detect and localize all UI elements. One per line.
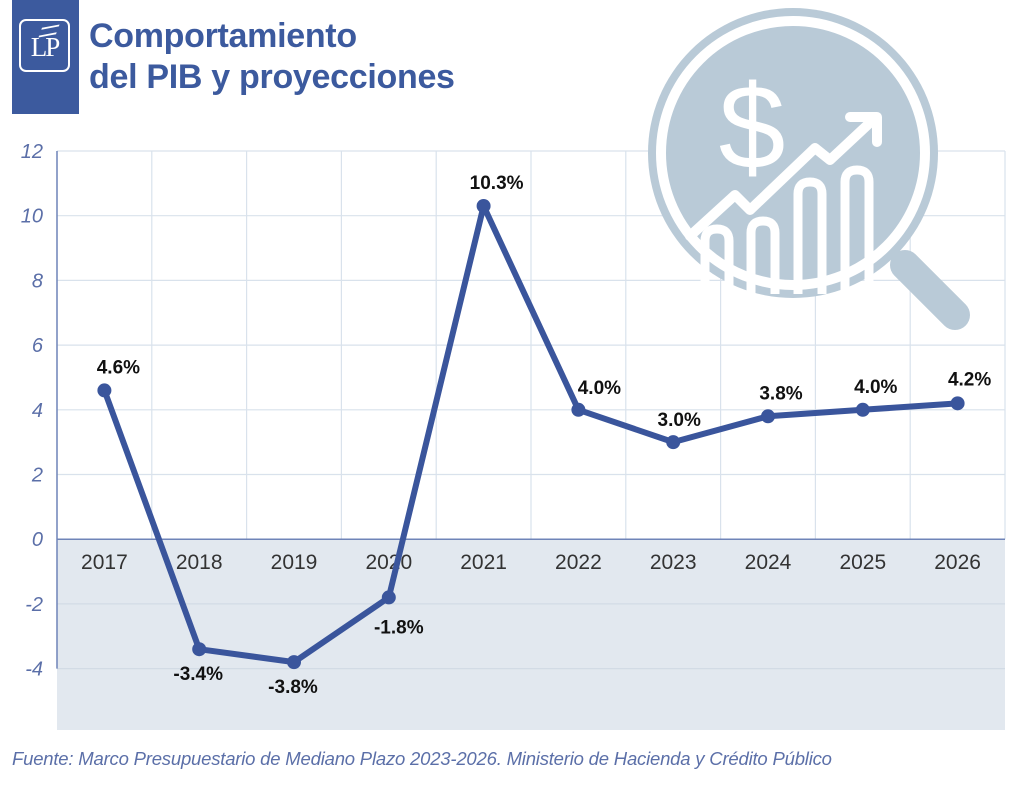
x-tick-label: 2022 bbox=[555, 551, 602, 574]
y-tick-label: -4 bbox=[25, 659, 43, 681]
negative-band bbox=[57, 539, 1005, 730]
dollar-icon: $ bbox=[719, 60, 786, 194]
data-point bbox=[381, 590, 396, 605]
y-tick-label: -2 bbox=[25, 594, 43, 616]
logo-frame: LP bbox=[19, 19, 70, 72]
trend-arrow bbox=[685, 113, 880, 241]
data-point bbox=[476, 198, 491, 213]
x-tick-label: 2019 bbox=[271, 551, 318, 574]
y-tick-label: 4 bbox=[32, 400, 43, 422]
bar-glyph bbox=[840, 165, 874, 294]
x-tick-label: 2026 bbox=[934, 551, 981, 574]
data-label: 3.0% bbox=[658, 410, 701, 431]
brand-logo: LP bbox=[12, 0, 79, 114]
x-tick-label: 2017 bbox=[81, 551, 128, 574]
data-label: 4.2% bbox=[948, 369, 991, 390]
data-point bbox=[192, 642, 207, 657]
magnifier-lens-ring bbox=[656, 16, 930, 290]
title-line-2: del PIB y proyecciones bbox=[89, 58, 455, 96]
horizontal-gridlines bbox=[57, 150, 1005, 670]
x-tick-label: 2025 bbox=[839, 551, 886, 574]
bar-glyph bbox=[700, 224, 734, 294]
series-pib bbox=[97, 198, 965, 670]
data-point bbox=[287, 655, 301, 670]
data-point bbox=[97, 383, 112, 398]
logo-text: LP bbox=[30, 32, 61, 62]
bar-glyph bbox=[746, 216, 780, 294]
series-line bbox=[101, 202, 961, 666]
data-point bbox=[950, 396, 965, 411]
y-tick-label: 12 bbox=[21, 141, 43, 163]
x-tick-label: 2018 bbox=[176, 551, 223, 574]
data-label: 4.0% bbox=[854, 377, 897, 398]
x-tick-label: 2020 bbox=[365, 551, 412, 574]
axes bbox=[56, 151, 1005, 669]
bar-glyph bbox=[793, 177, 827, 294]
y-tick-label: 10 bbox=[21, 206, 43, 228]
data-label: -1.8% bbox=[374, 617, 424, 638]
data-label: 10.3% bbox=[470, 173, 524, 194]
y-tick-label: 0 bbox=[32, 529, 43, 551]
data-point bbox=[571, 402, 586, 417]
data-point bbox=[761, 409, 775, 424]
chart-title: Comportamiento del PIB y proyecciones bbox=[89, 16, 455, 98]
x-tick-label: 2024 bbox=[745, 551, 792, 574]
y-tick-label: 6 bbox=[32, 335, 44, 357]
data-labels: 4.6% -3.4% -3.8% -1.8% 10.3% 4.0% 3.0% 3.8% 4.0%… bbox=[97, 173, 992, 698]
y-tick-label: 8 bbox=[32, 270, 43, 292]
magnifier-rim bbox=[648, 8, 938, 298]
data-label: 3.8% bbox=[759, 383, 802, 404]
x-tick-label: 2023 bbox=[650, 551, 697, 574]
data-label: -3.4% bbox=[173, 664, 223, 685]
y-tick-labels: 12 10 8 6 4 2 0 -2 -4 bbox=[21, 141, 44, 681]
data-label: 4.0% bbox=[578, 378, 621, 399]
magnifier-dollar-growth-icon: $ bbox=[648, 8, 970, 330]
data-label: -3.8% bbox=[268, 677, 318, 698]
magnifier-handle bbox=[890, 250, 970, 330]
x-tick-label: 2021 bbox=[460, 551, 507, 574]
data-point bbox=[855, 402, 870, 417]
title-line-1: Comportamiento bbox=[89, 17, 357, 55]
data-point bbox=[666, 435, 681, 450]
trend-arrowhead bbox=[845, 112, 882, 147]
y-tick-label: 2 bbox=[31, 465, 43, 487]
data-label: 4.6% bbox=[97, 357, 140, 378]
source-note: Fuente: Marco Presupuestario de Mediano … bbox=[12, 748, 832, 769]
